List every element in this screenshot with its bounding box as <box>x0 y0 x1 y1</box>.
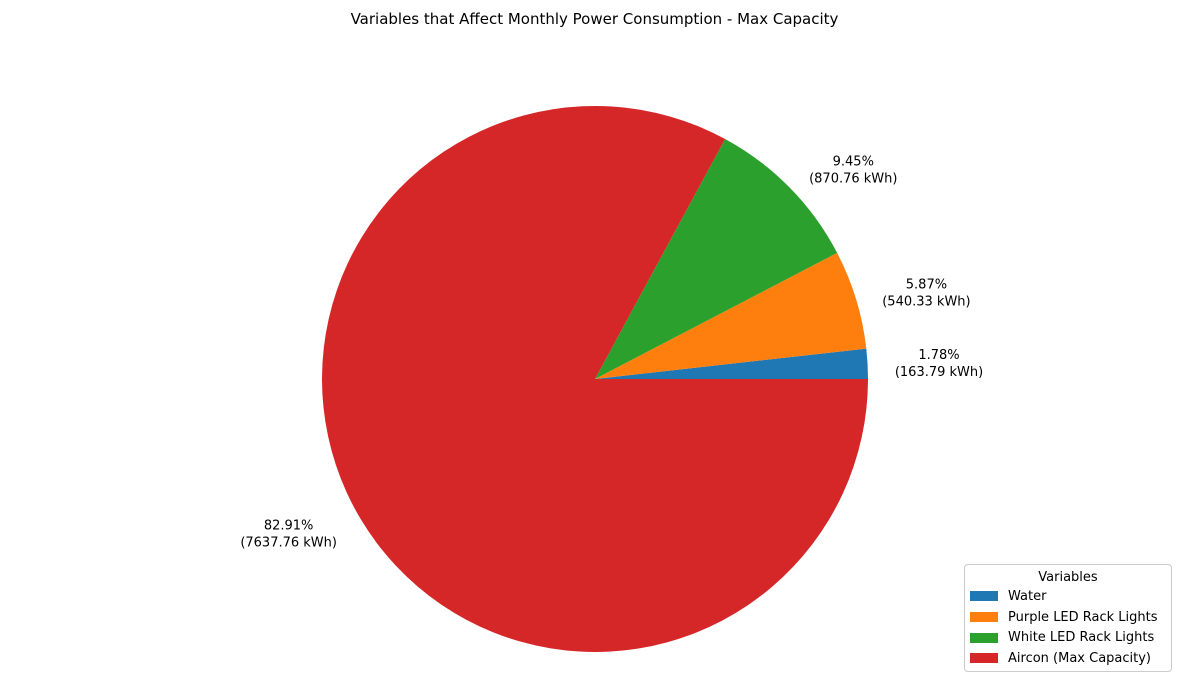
legend-item-white-led: White LED Rack Lights <box>965 627 1171 648</box>
pie-slice-white-led <box>595 138 838 379</box>
legend-item-purple-led: Purple LED Rack Lights <box>965 607 1171 628</box>
legend-label-white-led: White LED Rack Lights <box>1008 630 1155 646</box>
pie-slice-water <box>595 348 868 379</box>
legend-label-purple-led: Purple LED Rack Lights <box>1008 609 1158 625</box>
slice-label-water: 1.78% (163.79 kWh) <box>895 348 983 380</box>
legend: Variables Water Purple LED Rack Lights W… <box>964 564 1172 672</box>
legend-swatch-white-led <box>970 632 998 643</box>
slice-label-purple-led: 5.87% (540.33 kWh) <box>882 277 970 309</box>
legend-title: Variables <box>1038 570 1098 585</box>
pie-slice-purple-led <box>595 252 867 379</box>
legend-item-aircon: Aircon (Max Capacity) <box>965 648 1171 669</box>
pie-slices <box>322 105 868 653</box>
slice-label-white-led: 9.45% (870.76 kWh) <box>809 154 897 186</box>
legend-label-water: Water <box>1008 588 1047 604</box>
pie-slice-aircon <box>322 105 868 653</box>
legend-item-water: Water <box>965 586 1171 607</box>
legend-swatch-purple-led <box>970 612 998 623</box>
legend-label-aircon: Aircon (Max Capacity) <box>1008 650 1151 666</box>
chart-title: Variables that Affect Monthly Power Cons… <box>351 10 839 28</box>
slice-label-aircon: 82.91% (7637.76 kWh) <box>240 519 337 551</box>
pie-labels: 1.78% (163.79 kWh) 5.87% (540.33 kWh) 9.45%(… <box>240 154 983 550</box>
legend-swatch-aircon <box>970 653 998 664</box>
legend-swatch-water <box>970 591 998 602</box>
